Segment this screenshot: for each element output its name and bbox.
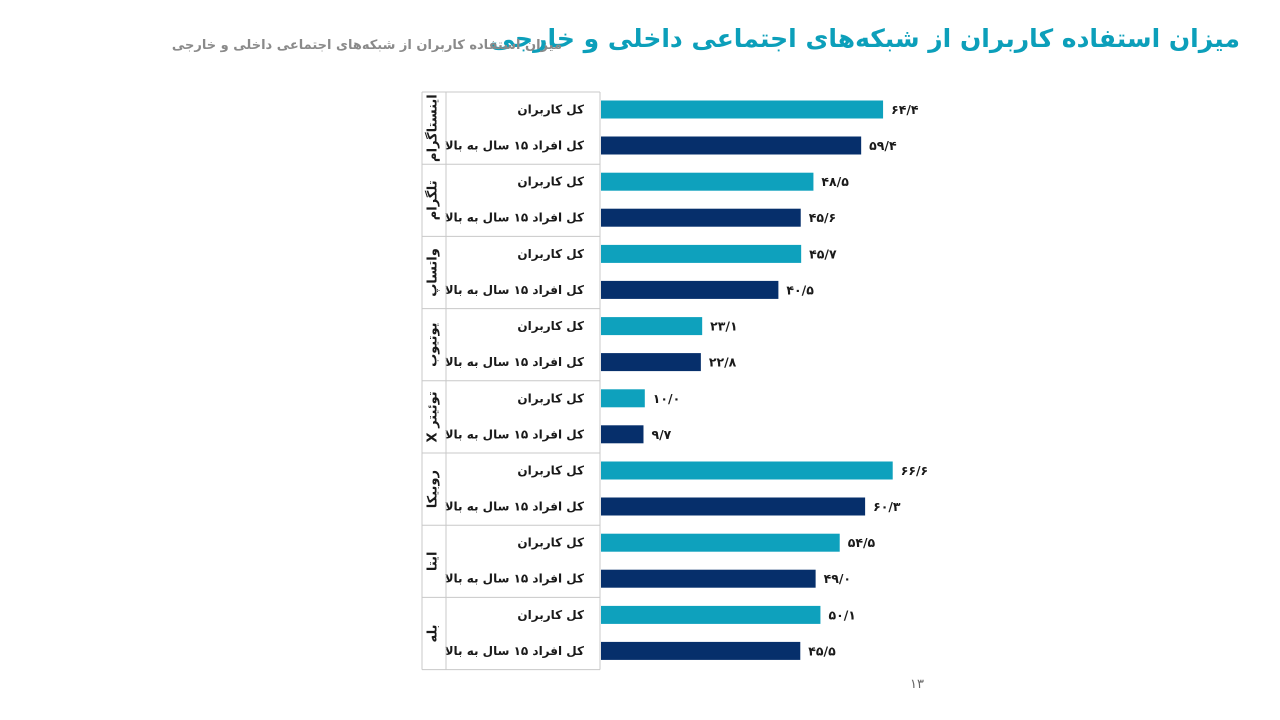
bar (601, 497, 866, 516)
data-label: ۴۵/۵ (808, 643, 836, 658)
category-label: اینستاگرام (425, 94, 441, 162)
data-label: ۶۰/۳ (873, 499, 901, 514)
data-label: ۲۳/۱ (710, 319, 737, 334)
bar (601, 317, 703, 336)
bar (601, 280, 779, 299)
series-label: کل کاربران (517, 247, 584, 261)
series-label: کل افراد ۱۵ سال به بالا (445, 572, 584, 586)
data-label: ۵۰/۱ (828, 607, 855, 622)
bar (601, 389, 645, 408)
data-label: ۵۹/۴ (869, 138, 897, 153)
series-label: کل کاربران (517, 391, 584, 405)
series-label: کل کاربران (517, 608, 584, 622)
category-label: تلگرام (425, 180, 441, 220)
series-label: کل افراد ۱۵ سال به بالا (445, 427, 584, 441)
category-label: بله (426, 624, 441, 642)
series-label: کل افراد ۱۵ سال به بالا (445, 139, 584, 153)
data-label: ۶۴/۴ (891, 102, 919, 117)
bar (601, 244, 802, 263)
bar (601, 100, 884, 119)
bar (601, 605, 821, 624)
series-label: کل افراد ۱۵ سال به بالا (445, 211, 584, 225)
page-title: میزان استفاده کاربران از شبکه‌های اجتماع… (489, 24, 1240, 53)
series-label: کل افراد ۱۵ سال به بالا (445, 500, 584, 514)
data-label: ۴۹/۰ (824, 571, 851, 586)
bar (601, 172, 814, 191)
series-label: کل کاربران (517, 464, 584, 478)
data-label: ۴۵/۶ (809, 210, 836, 225)
category-label: توئیتر X (426, 391, 441, 442)
data-label: ۲۲/۸ (709, 355, 737, 370)
bar (601, 425, 644, 444)
category-label: ایتا (426, 552, 441, 572)
page-subtitle: میزان استفاده کاربران از شبکه‌های اجتماع… (171, 38, 562, 53)
category-label: روبیکا (426, 470, 441, 508)
bar (601, 533, 840, 552)
data-label: ۴۰/۵ (786, 282, 814, 297)
bar (601, 353, 701, 372)
bar (601, 136, 862, 155)
category-label: یوتیوب (426, 322, 441, 366)
series-label: کل افراد ۱۵ سال به بالا (445, 644, 584, 658)
data-label: ۴۸/۵ (821, 174, 849, 189)
series-label: کل افراد ۱۵ سال به بالا (445, 283, 584, 297)
page-number: ۱۳ (910, 677, 924, 692)
series-label: کل کاربران (517, 103, 584, 117)
bar (601, 569, 816, 588)
category-label: واتساپ (426, 248, 441, 297)
bar (601, 641, 801, 660)
data-label: ۱۰/۰ (653, 391, 680, 406)
bar (601, 461, 893, 480)
data-label: ۶۶/۶ (901, 463, 928, 478)
series-label: کل کاربران (517, 175, 584, 189)
series-label: کل کاربران (517, 319, 584, 333)
data-label: ۹/۷ (651, 427, 671, 442)
bar (601, 208, 801, 227)
series-label: کل کاربران (517, 536, 584, 550)
series-label: کل افراد ۱۵ سال به بالا (445, 355, 584, 369)
data-label: ۵۴/۵ (848, 535, 876, 550)
data-label: ۴۵/۷ (809, 246, 837, 261)
